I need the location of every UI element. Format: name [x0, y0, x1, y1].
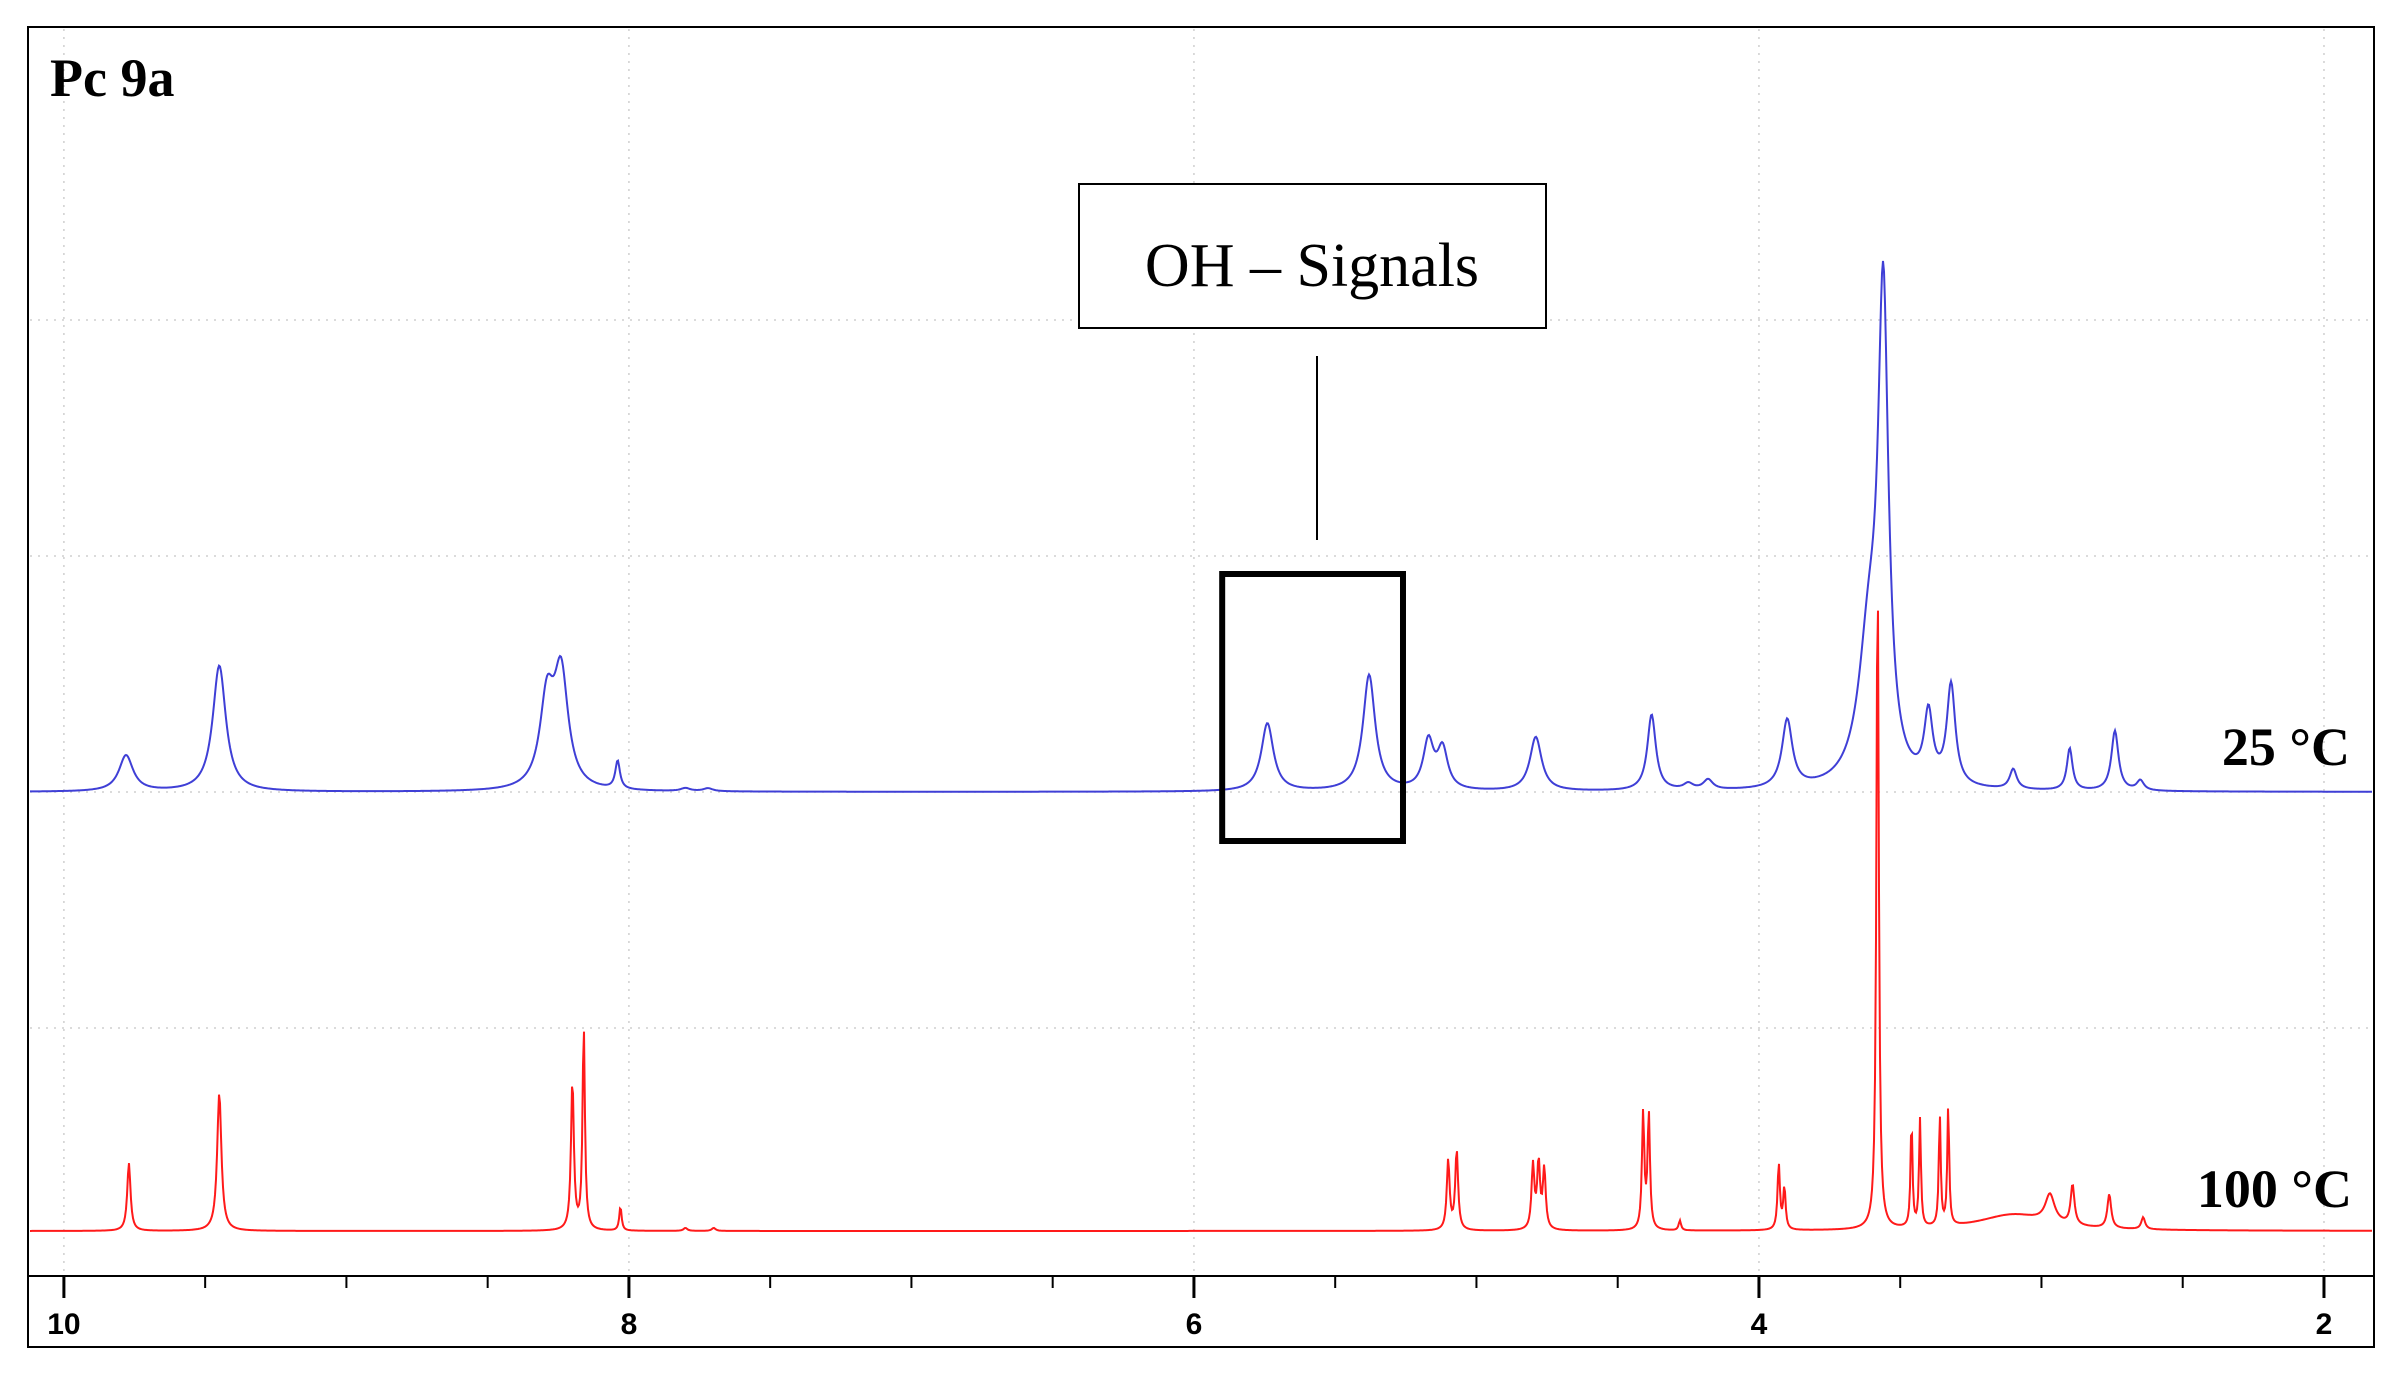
x-tick-label: 4 — [1751, 1308, 1768, 1341]
x-axis-ticks — [62, 1276, 2326, 1298]
x-tick-label: 10 — [47, 1308, 80, 1341]
x-tick-label: 6 — [1186, 1308, 1203, 1341]
annotation-label-box — [1078, 183, 1547, 329]
spectrum-line-25c — [29, 260, 2372, 793]
annotation-label: OH – Signals — [1145, 232, 1479, 300]
series-label-100c: 100 °C — [2197, 1159, 2352, 1219]
series-label-25c: 25 °C — [2222, 717, 2350, 777]
spectrum-line-100c — [30, 610, 2372, 1232]
x-tick-label: 2 — [2316, 1308, 2333, 1341]
x-tick-label: 8 — [621, 1308, 638, 1341]
chart-title: Pc 9a — [50, 48, 174, 108]
oh-signals-highlight-box — [1219, 571, 1406, 844]
x-axis-tick-labels: 10 8 6 4 2 — [47, 1308, 2332, 1341]
